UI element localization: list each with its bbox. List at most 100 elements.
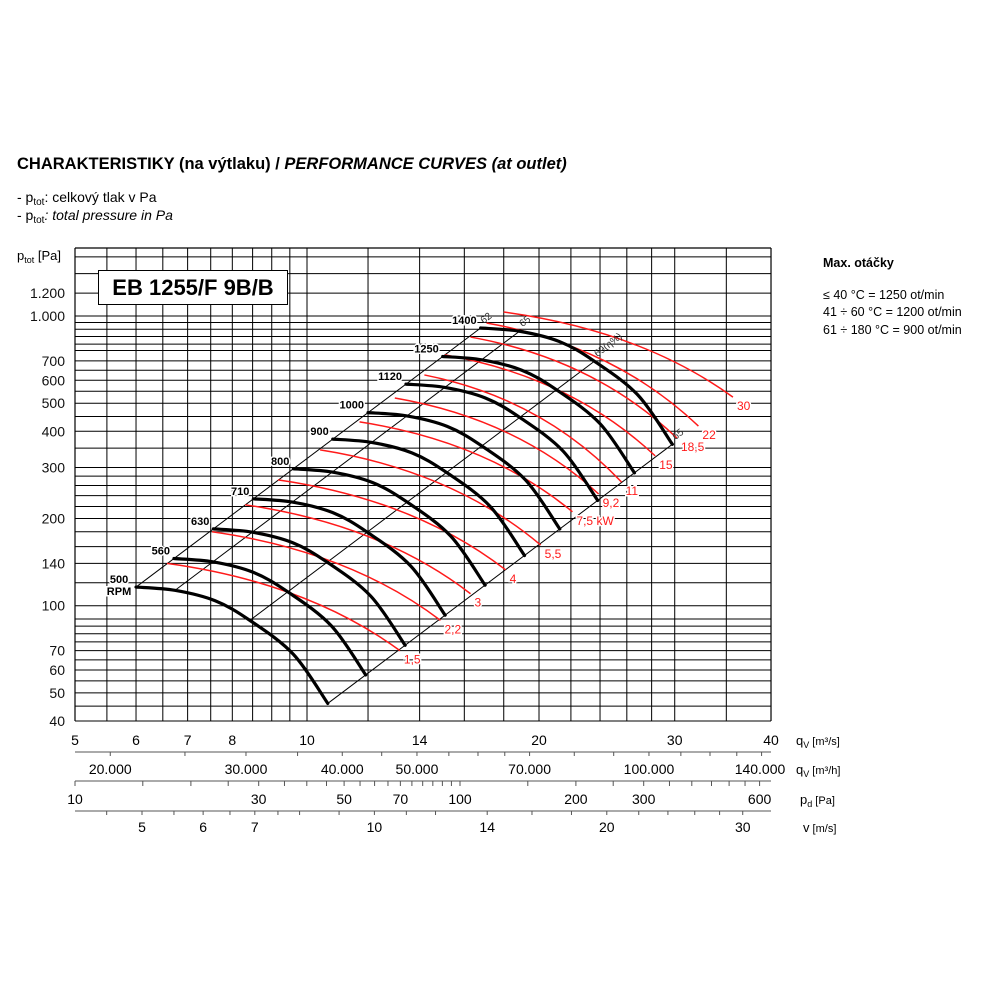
x-tick-label-pd: 100 (448, 791, 472, 807)
legend-line-english: - ptot: total pressure in Pa (17, 207, 173, 226)
rpm-label: 1250 (414, 343, 438, 355)
axis-symbol: v (803, 820, 810, 835)
x-tick-label-v: 7 (251, 819, 259, 835)
axis-unit: [m/s] (810, 823, 837, 835)
axis-subscript: V (803, 740, 809, 750)
x-tick-label-m3s: 30 (667, 732, 683, 748)
axis-title-qv_m3s: qV [m³/s] (796, 733, 840, 750)
legend-line-czech: - ptot: celkový tlak v Pa (17, 189, 157, 208)
axis-symbol: q (796, 733, 803, 748)
y-axis-symbol: p (17, 248, 25, 263)
x-tick-label-m3h: 100.000 (624, 761, 675, 777)
y-tick-label: 140 (42, 555, 66, 571)
rpm-curve (251, 497, 447, 617)
max-speed-line: ≤ 40 °C = 1250 ot/min (823, 287, 945, 302)
title-czech: CHARAKTERISTIKY (na výtlaku) / (17, 155, 285, 173)
rpm-label: 900 (310, 426, 328, 438)
power-curve (359, 421, 573, 513)
power-label: 30 (737, 399, 751, 413)
rpm-curve (211, 527, 407, 647)
y-tick-label: 1.200 (30, 285, 65, 301)
y-tick-label: 100 (42, 598, 66, 614)
rpm-curve (404, 382, 600, 503)
x-tick-label-m3s: 14 (412, 732, 428, 748)
power-label: 22 (702, 428, 716, 442)
y-tick-label: 40 (49, 713, 65, 729)
power-curve (394, 397, 600, 495)
axis-unit: [m³/h] (809, 765, 840, 777)
x-tick-label-m3s: 6 (132, 732, 140, 748)
y-tick-label: 60 (49, 662, 65, 678)
y-axis-unit: [Pa] (34, 248, 61, 263)
x-tick-label-m3h: 70.000 (508, 761, 551, 777)
x-tick-label-pd: 200 (564, 791, 588, 807)
y-axis-subscript: tot (24, 255, 35, 265)
rpm-unit-label: RPM (107, 586, 131, 598)
rpm-label: 560 (152, 546, 170, 558)
max-speed-line: 41 ÷ 60 °C = 1200 ot/min (823, 305, 962, 319)
axis-symbol: q (796, 762, 803, 777)
power-label: 4 (510, 572, 517, 586)
efficiency-line (249, 360, 595, 621)
power-label: 15 (659, 458, 673, 472)
rpm-label: 1120 (378, 371, 402, 383)
axis-title-qv_m3h: qV [m³/h] (796, 762, 840, 779)
x-tick-label-m3s: 5 (71, 732, 79, 748)
power-curve (470, 336, 678, 439)
power-curve (320, 449, 542, 546)
y-tick-label: 400 (42, 423, 66, 439)
x-tick-label-v: 10 (367, 819, 383, 835)
y-tick-label: 1.000 (30, 308, 65, 324)
power-curves (166, 311, 734, 652)
y-axis-label: ptot [Pa] (17, 248, 61, 265)
rpm-label: 1400 (452, 315, 476, 327)
x-tick-label-m3h: 20.000 (89, 761, 132, 777)
rpm-curve (134, 585, 330, 706)
y-tick-label: 70 (49, 643, 65, 659)
legend-subscript: tot (33, 197, 45, 208)
power-curve (166, 562, 401, 652)
power-curve (424, 374, 623, 483)
axis-subscript: V (803, 769, 809, 779)
power-curve (211, 531, 441, 621)
y-tick-label: 200 (42, 511, 66, 527)
rpm-curves (134, 326, 674, 706)
model-name-box: EB 1255/F 9B/B (98, 270, 288, 305)
power-label: 2,2 (444, 622, 461, 636)
max-speed-line: 61 ÷ 180 °C = 900 ot/min (823, 322, 962, 337)
rpm-label: 1000 (340, 400, 364, 412)
y-tick-label: 300 (42, 459, 66, 475)
x-tick-label-m3s: 8 (228, 732, 236, 748)
x-tick-label-v: 5 (138, 819, 146, 835)
power-curve (277, 479, 507, 571)
power-label: 9,2 (603, 496, 620, 510)
rpm-label: 500 (110, 574, 128, 586)
x-tick-label-m3s: 20 (531, 732, 547, 748)
x-tick-label-v: 14 (479, 819, 495, 835)
power-curve (503, 311, 734, 398)
axis-subscript: d (807, 799, 812, 809)
axis-symbol: p (800, 792, 807, 807)
max-speed-heading: Max. otáčky (823, 256, 894, 270)
axis-unit: [m³/s] (809, 736, 840, 748)
rpm-curve (366, 411, 562, 531)
axis-title-v: v [m/s] (803, 820, 836, 835)
legend-text: : celkový tlak v Pa (44, 189, 157, 205)
x-tick-label-m3h: 40.000 (321, 761, 364, 777)
x-tick-label-m3s: 40 (763, 732, 779, 748)
x-tick-label-v: 6 (199, 819, 207, 835)
y-tick-label: 700 (42, 353, 66, 369)
x-tick-label-pd: 600 (748, 791, 772, 807)
x-tick-label-pd: 50 (336, 791, 352, 807)
power-label: 11 (626, 484, 639, 498)
efficiency-line (327, 443, 673, 704)
x-tick-label-m3h: 30.000 (225, 761, 268, 777)
efficiency-lines (135, 327, 673, 704)
efficiency-line (174, 330, 520, 591)
axis-unit: [Pa] (812, 795, 835, 807)
rpm-curve (479, 326, 674, 446)
axes: 40 50 60 70 100 140 200 300 400 500 600 700 1.000 1.2… (30, 285, 840, 835)
rpm-label: 630 (191, 516, 209, 528)
